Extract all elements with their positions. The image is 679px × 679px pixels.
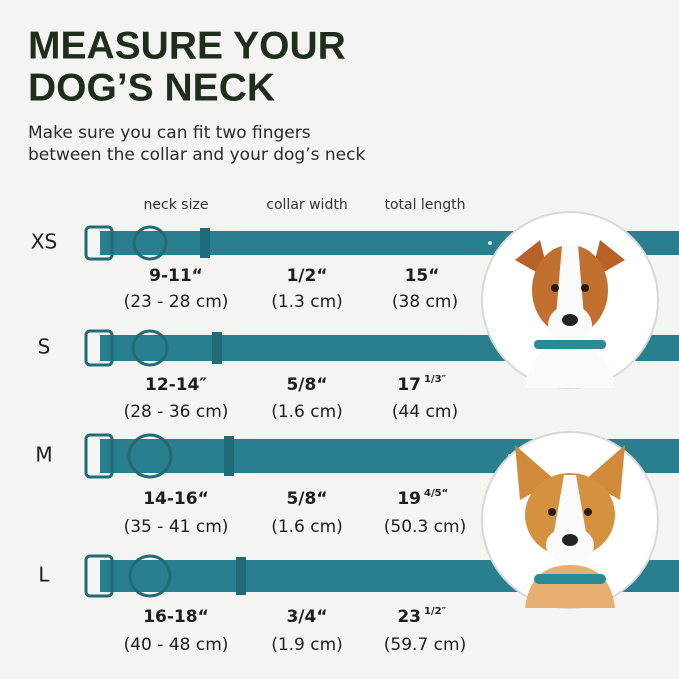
size-label: S	[38, 335, 51, 359]
collar-width-cm: (1.6 cm)	[271, 402, 343, 422]
dog-photos	[481, 211, 659, 609]
total-length-fraction: 1/2″	[424, 606, 447, 617]
total-length: 19	[397, 489, 421, 509]
title-line: MEASURE YOUR	[28, 24, 346, 67]
total-length: 23	[397, 607, 421, 627]
size-label: L	[38, 563, 50, 587]
size-label: M	[35, 443, 52, 467]
total-length-cm: (44 cm)	[392, 402, 458, 422]
neck-size-cm: (40 - 48 cm)	[124, 635, 229, 655]
total-length-fraction: 1/3″	[424, 374, 447, 385]
total-length-fraction: 4/5“	[424, 488, 448, 499]
collar-width: 5/8“	[286, 375, 327, 395]
title-line: DOG’S NECK	[28, 66, 275, 109]
total-length: 17	[397, 375, 421, 395]
subtitle-line: Make sure you can fit two fingers	[28, 123, 311, 143]
neck-size: 14-16“	[143, 489, 209, 509]
collar-width-cm: (1.9 cm)	[271, 635, 343, 655]
collar-width: 5/8“	[286, 489, 327, 509]
collar-keeper	[212, 332, 222, 364]
collar-buckle	[84, 433, 114, 479]
total-length-cm: (50.3 cm)	[384, 517, 466, 537]
collar-keeper	[236, 557, 246, 595]
collar-buckle	[84, 225, 114, 261]
neck-size: 9-11“	[149, 266, 203, 286]
collar-width-cm: (1.3 cm)	[271, 292, 343, 312]
collar-keeper	[224, 436, 234, 476]
collar-ring	[131, 329, 169, 367]
collar-ring	[132, 225, 168, 261]
neck-size: 12-14″	[145, 375, 207, 395]
collar-width: 1/2“	[286, 266, 327, 286]
dog-photo	[481, 211, 659, 389]
collar-width-cm: (1.6 cm)	[271, 517, 343, 537]
collar-ring	[128, 554, 172, 598]
dog-photo	[481, 431, 659, 609]
collar-buckle	[84, 329, 114, 367]
column-header: neck size	[144, 197, 209, 213]
collar-buckle	[84, 554, 114, 598]
neck-size-cm: (23 - 28 cm)	[124, 292, 229, 312]
total-length-cm: (38 cm)	[392, 292, 458, 312]
column-header: collar width	[266, 197, 347, 213]
neck-size: 16-18“	[143, 607, 209, 627]
collar-width: 3/4“	[286, 607, 327, 627]
column-header: total length	[384, 197, 465, 213]
total-length-cm: (59.7 cm)	[384, 635, 466, 655]
collar-keeper	[200, 228, 210, 258]
neck-size-cm: (35 - 41 cm)	[124, 517, 229, 537]
collar-hole	[488, 241, 492, 245]
collar-ring	[127, 433, 173, 479]
size-label: XS	[31, 230, 57, 254]
total-length: 15“	[405, 266, 440, 286]
subtitle-line: between the collar and your dog’s neck	[28, 145, 365, 165]
neck-size-cm: (28 - 36 cm)	[124, 402, 229, 422]
